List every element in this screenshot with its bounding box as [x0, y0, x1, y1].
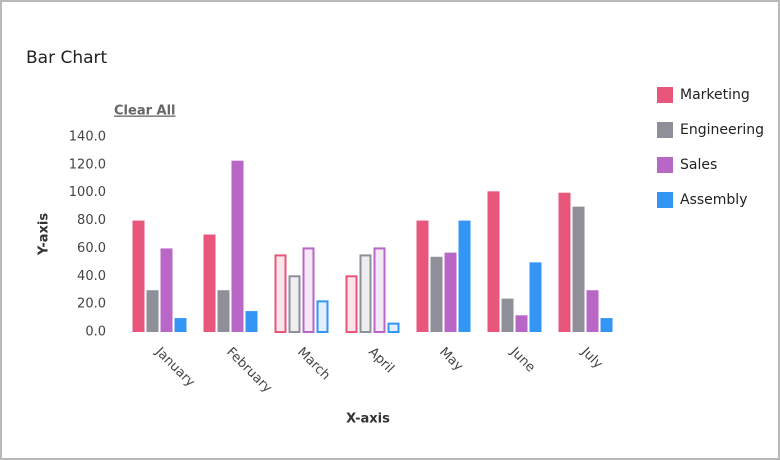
- bar[interactable]: [316, 300, 329, 334]
- bar[interactable]: [217, 290, 230, 332]
- y-tick-label: 20.0: [77, 297, 106, 312]
- bar[interactable]: [245, 311, 258, 332]
- bar[interactable]: [174, 318, 187, 332]
- legend-label[interactable]: Engineering: [680, 122, 764, 138]
- bar[interactable]: [274, 254, 287, 333]
- y-tick-label: 60.0: [77, 241, 106, 256]
- bar[interactable]: [444, 252, 457, 332]
- y-tick-label: 0.0: [85, 325, 106, 340]
- legend-label[interactable]: Assembly: [680, 192, 747, 208]
- legend-swatch[interactable]: [657, 87, 673, 103]
- bar[interactable]: [345, 275, 358, 333]
- bar[interactable]: [529, 262, 542, 332]
- y-tick-label: 140.0: [69, 130, 106, 145]
- bar[interactable]: [146, 290, 159, 332]
- bar[interactable]: [458, 220, 471, 332]
- bar[interactable]: [586, 290, 599, 332]
- x-tick-label: January: [151, 344, 197, 390]
- bar[interactable]: [501, 298, 514, 332]
- bar[interactable]: [160, 248, 173, 332]
- bar[interactable]: [359, 254, 372, 333]
- bar[interactable]: [373, 247, 386, 333]
- y-axis-label: Y-axis: [37, 213, 52, 257]
- bar[interactable]: [515, 315, 528, 332]
- legend-swatch[interactable]: [657, 192, 673, 208]
- y-tick-label: 80.0: [77, 213, 106, 228]
- x-axis-label: X-axis: [346, 412, 390, 427]
- x-tick-label: April: [365, 345, 397, 377]
- x-tick-label: March: [294, 345, 333, 384]
- y-tick-label: 120.0: [69, 157, 106, 172]
- bar[interactable]: [430, 256, 443, 332]
- x-tick-label: June: [506, 344, 537, 375]
- bar[interactable]: [416, 220, 429, 332]
- bar[interactable]: [288, 275, 301, 333]
- bar[interactable]: [600, 318, 613, 332]
- legend-swatch[interactable]: [657, 157, 673, 173]
- x-tick-label: May: [436, 345, 466, 375]
- x-tick-label: July: [577, 344, 605, 372]
- chart-title: Bar Chart: [26, 48, 108, 68]
- bar[interactable]: [572, 206, 585, 332]
- bar[interactable]: [231, 160, 244, 332]
- bar[interactable]: [558, 192, 571, 332]
- legend-label[interactable]: Sales: [680, 157, 717, 173]
- bar[interactable]: [487, 191, 500, 332]
- y-tick-label: 40.0: [77, 269, 106, 284]
- bar[interactable]: [387, 322, 400, 333]
- bar[interactable]: [302, 247, 315, 333]
- x-tick-label: February: [223, 345, 275, 397]
- bar[interactable]: [132, 220, 145, 332]
- legend-label[interactable]: Marketing: [680, 87, 750, 103]
- bar[interactable]: [203, 234, 216, 333]
- y-tick-label: 100.0: [69, 185, 106, 200]
- legend-swatch[interactable]: [657, 122, 673, 138]
- clear-all-button[interactable]: Clear All: [114, 104, 176, 119]
